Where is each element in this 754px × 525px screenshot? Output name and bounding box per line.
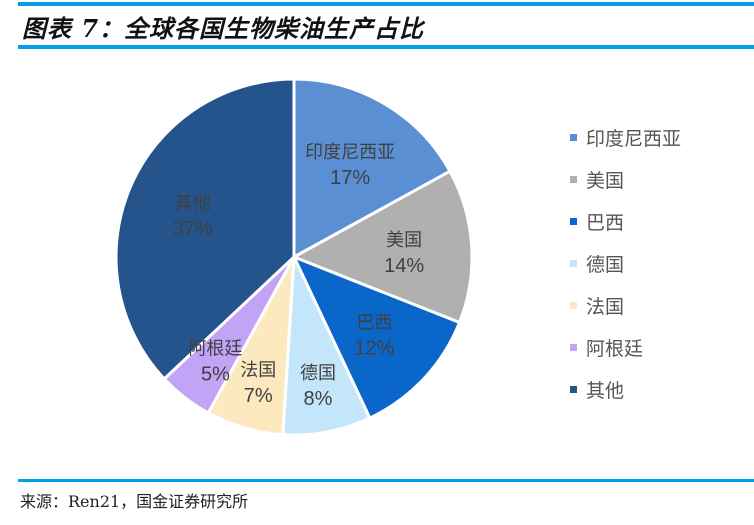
legend-swatch-icon bbox=[570, 301, 577, 309]
legend-item: 美国 bbox=[570, 158, 681, 200]
figure-title: 图表 7：全球各国生物柴油生产占比 bbox=[22, 14, 425, 43]
legend-item: 其他 bbox=[570, 368, 681, 410]
legend-swatch-icon bbox=[570, 217, 577, 225]
legend-item: 德国 bbox=[570, 242, 681, 284]
pie-slice bbox=[291, 254, 462, 421]
source-top-rule bbox=[18, 479, 754, 482]
slice-percentage: 37% bbox=[173, 218, 213, 240]
slice-percentage: 12% bbox=[354, 338, 394, 360]
legend-swatch-icon bbox=[570, 385, 577, 393]
pie-slice bbox=[281, 256, 372, 437]
legend-item: 法国 bbox=[570, 284, 681, 326]
slice-percentage: 8% bbox=[304, 388, 333, 410]
legend-label: 阿根廷 bbox=[586, 337, 644, 360]
pie-labels: 印度尼西亚 17% 美国 14% 巴西 12% 德国 8% 法国 7% 阿根廷 5% 其他 37% bbox=[173, 142, 425, 410]
source-note: 来源：Ren21，国金证券研究所 bbox=[20, 492, 249, 511]
legend-label: 巴西 bbox=[586, 211, 625, 234]
legend-swatch-icon bbox=[570, 343, 577, 351]
pie-slice bbox=[292, 77, 453, 260]
slice-percentage: 7% bbox=[244, 385, 273, 407]
legend-label: 印度尼西亚 bbox=[586, 127, 682, 150]
title-top-rule bbox=[18, 2, 754, 6]
legend-swatch-icon bbox=[570, 175, 577, 183]
slice-label: 其他 bbox=[175, 193, 211, 214]
slice-label: 德国 bbox=[300, 363, 336, 384]
slice-percentage: 17% bbox=[330, 167, 370, 189]
slice-label: 巴西 bbox=[356, 313, 392, 334]
pie-slice bbox=[290, 169, 474, 325]
legend-item: 巴西 bbox=[570, 200, 681, 242]
slice-label: 印度尼西亚 bbox=[305, 142, 395, 163]
chart-legend: 印度尼西亚美国巴西德国法国阿根廷其他 bbox=[570, 116, 681, 410]
legend-swatch-icon bbox=[570, 133, 577, 141]
slice-label: 美国 bbox=[386, 230, 422, 251]
pie-slices bbox=[114, 77, 474, 437]
slice-label: 法国 bbox=[240, 360, 276, 381]
slice-percentage: 5% bbox=[201, 363, 230, 385]
slice-label: 阿根廷 bbox=[188, 338, 242, 359]
legend-swatch-icon bbox=[570, 259, 577, 267]
legend-label: 德国 bbox=[586, 253, 625, 276]
pie-slice bbox=[114, 77, 296, 381]
title-bottom-rule bbox=[18, 45, 754, 49]
legend-item: 阿根廷 bbox=[570, 326, 681, 368]
legend-item: 印度尼西亚 bbox=[570, 116, 681, 158]
legend-label: 法国 bbox=[586, 295, 625, 318]
legend-label: 美国 bbox=[586, 169, 625, 192]
slice-percentage: 14% bbox=[384, 255, 424, 277]
legend-label: 其他 bbox=[586, 379, 625, 402]
